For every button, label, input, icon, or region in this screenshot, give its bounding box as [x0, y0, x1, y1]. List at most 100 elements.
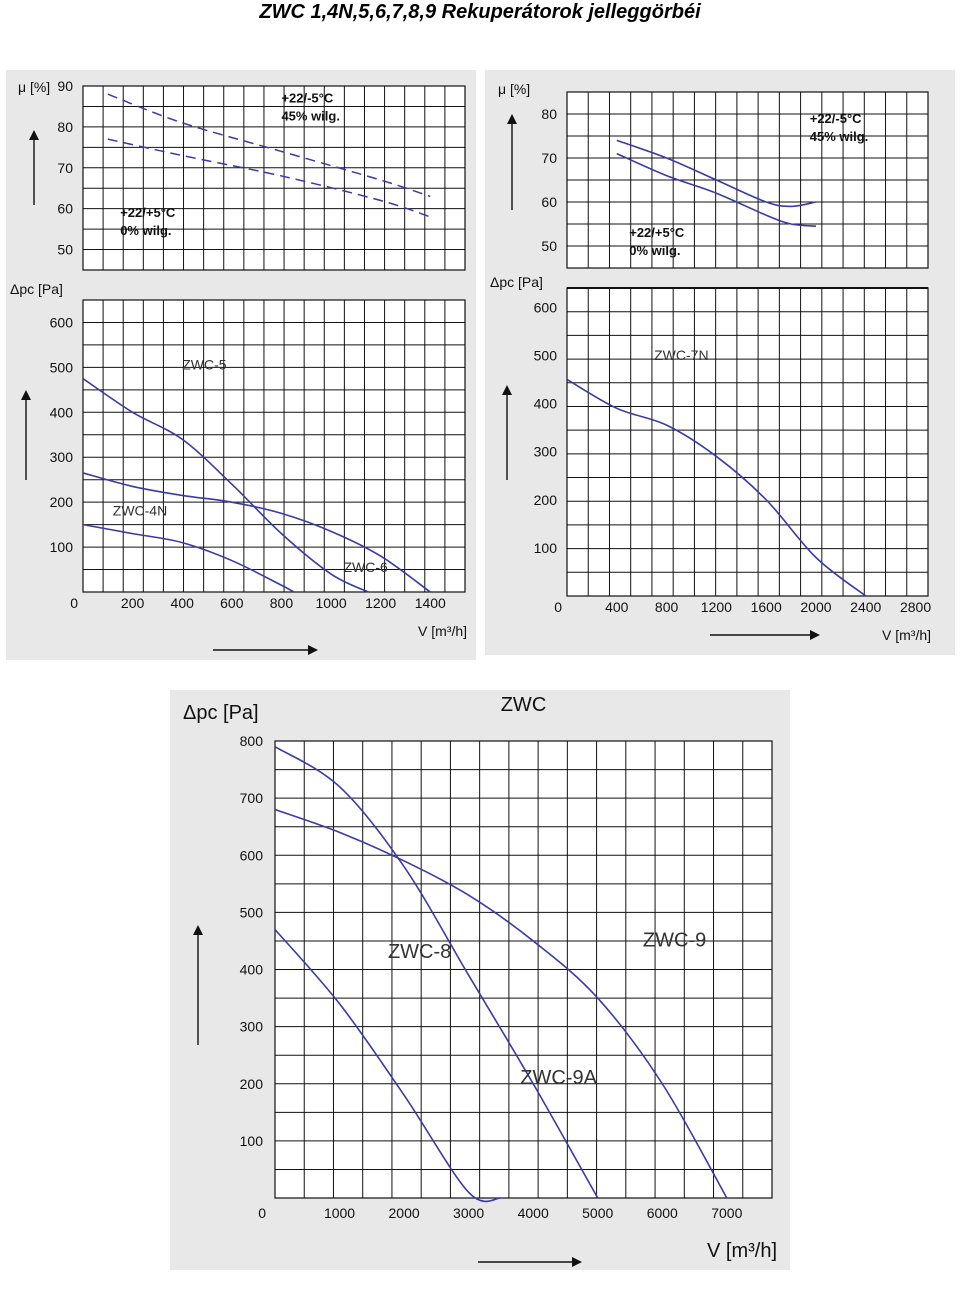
bottom-xtick: 7000 — [711, 1205, 742, 1221]
left-eff-ytick: 80 — [57, 119, 73, 135]
left-pr-plot-area — [82, 299, 466, 593]
right-xtick: 1600 — [751, 599, 782, 615]
left-pr-ytick: 400 — [50, 404, 74, 420]
left-eff-ytick: 50 — [57, 242, 73, 258]
left-pr-ytick: 500 — [50, 359, 74, 375]
bottom-xtick: 5000 — [582, 1205, 613, 1221]
right-pr-ytick: 600 — [534, 299, 558, 315]
page-title: ZWC 1,4N,5,6,7,8,9 Rekuperátorok jellegg… — [259, 1, 701, 23]
left-eff-ytick: 90 — [57, 78, 73, 94]
right-eff-annotation-1: 0% wilg. — [629, 243, 680, 258]
bottom-chart-title: ZWC — [501, 694, 547, 716]
left-pr-ytick: 600 — [50, 314, 74, 330]
right-pr-ytick: 300 — [534, 444, 558, 460]
bottom-pr-ytick: 100 — [240, 1133, 264, 1149]
bottom-xtick: 2000 — [389, 1205, 420, 1221]
bottom-xlabel: V [m³/h] — [707, 1240, 777, 1262]
bottom-xtick: 1000 — [324, 1205, 355, 1221]
right-eff-annotation-0: +22/-5°C — [810, 111, 862, 126]
bottom-xtick: 6000 — [647, 1205, 678, 1221]
right-pr-ytick: 200 — [534, 492, 558, 508]
left-series-zwc-6 — [82, 472, 431, 593]
right-pr-ylabel: Δpc [Pa] — [490, 274, 543, 290]
left-series-zwc-4n — [82, 523, 295, 593]
left-x-arrow-head — [308, 645, 318, 655]
right-eff-ytick: 70 — [541, 150, 557, 166]
left-eff-annotation-0: +22/-5°C — [281, 90, 333, 105]
right-pr-ytick: 500 — [534, 347, 558, 363]
bottom-pr-ytick: 600 — [240, 847, 264, 863]
left-eff-series-225C — [107, 93, 431, 198]
right-xtick: 2800 — [900, 599, 931, 615]
left-xtick: 600 — [220, 595, 244, 611]
bottom-pr-ytick: 500 — [240, 904, 264, 920]
bottom-series-zwc-9a — [274, 746, 599, 1199]
left-pr-y-arrow-head — [21, 390, 31, 400]
right-pr-ytick: 100 — [534, 540, 558, 556]
left-eff-annotation-1: +22/+5°C — [120, 205, 176, 220]
left-eff-ytick: 60 — [57, 201, 73, 217]
left-label-zwc-5: ZWC-5 — [182, 357, 227, 373]
left-label-zwc-6: ZWC-6 — [343, 559, 388, 575]
bottom-pr-ytick: 800 — [240, 733, 264, 749]
left-xtick: 1400 — [415, 595, 446, 611]
left-eff-annotation-0: 45% wilg. — [281, 108, 340, 123]
bottom-label-zwc-9: ZWC-9 — [643, 930, 706, 952]
right-eff-annotation-0: 45% wilg. — [810, 129, 869, 144]
right-eff-series-225C — [616, 139, 817, 208]
bottom-pr-ytick: 0 — [258, 1205, 266, 1221]
right-eff-annotation-1: +22/+5°C — [629, 225, 685, 240]
right-pr-ytick: 0 — [554, 599, 562, 615]
left-xtick: 800 — [270, 595, 294, 611]
bottom-pr-ytick: 700 — [240, 790, 264, 806]
bottom-pr-ytick: 200 — [240, 1076, 264, 1092]
bottom-pr-y-arrow-head — [193, 925, 203, 935]
left-xlabel: V [m³/h] — [418, 623, 467, 639]
left-eff-plot-area — [82, 85, 466, 271]
bottom-label-zwc-9a: ZWC-9A — [520, 1067, 597, 1089]
right-x-arrow-head — [810, 630, 820, 640]
right-pr-y-arrow-head — [502, 385, 512, 395]
right-xtick: 800 — [655, 599, 679, 615]
left-pr-ytick: 300 — [50, 449, 74, 465]
left-eff-ytick: 70 — [57, 160, 73, 176]
right-eff-ytick: 50 — [541, 238, 557, 254]
bottom-x-arrow-head — [572, 1257, 582, 1267]
left-xtick: 400 — [171, 595, 195, 611]
right-label-zwc-7n: ZWC-7N — [654, 347, 708, 363]
bottom-series-zwc-9 — [274, 808, 728, 1199]
right-xtick: 1200 — [701, 599, 732, 615]
bottom-label-zwc-8: ZWC-8 — [388, 941, 451, 963]
left-eff-annotation-1: 0% wilg. — [120, 223, 171, 238]
right-series-zwc-7n — [566, 378, 867, 597]
bottom-pr-ytick: 400 — [240, 962, 264, 978]
right-eff-y-arrow-head — [507, 114, 517, 124]
right-eff-series-225C — [616, 152, 817, 227]
right-xtick: 2400 — [850, 599, 881, 615]
left-series-zwc-5 — [82, 377, 369, 593]
right-eff-ytick: 60 — [541, 194, 557, 210]
left-xtick: 1200 — [365, 595, 396, 611]
bottom-xtick: 4000 — [518, 1205, 549, 1221]
right-eff-ytick: 80 — [541, 106, 557, 122]
left-pr-ytick: 200 — [50, 494, 74, 510]
left-pr-ylabel: Δpc [Pa] — [10, 281, 63, 297]
right-xlabel: V [m³/h] — [882, 627, 931, 643]
left-pr-ytick: 100 — [50, 539, 74, 555]
left-eff-series-225C — [107, 138, 431, 218]
right-pr-ytick: 400 — [534, 396, 558, 412]
right-xtick: 400 — [605, 599, 629, 615]
left-label-zwc-4n: ZWC-4N — [113, 503, 167, 519]
left-eff-ylabel: μ [%] — [18, 79, 50, 95]
left-eff-y-arrow-head — [29, 130, 39, 140]
bottom-pr-ytick: 300 — [240, 1019, 264, 1035]
bottom-pr-ylabel: Δpc [Pa] — [183, 702, 259, 724]
left-pr-ytick: 0 — [70, 595, 78, 611]
right-eff-ylabel: μ [%] — [498, 81, 530, 97]
right-xtick: 2000 — [800, 599, 831, 615]
bottom-series-zwc-8 — [274, 928, 502, 1203]
right-pr-plot-area — [566, 287, 929, 597]
left-xtick: 1000 — [315, 595, 346, 611]
left-xtick: 200 — [121, 595, 145, 611]
